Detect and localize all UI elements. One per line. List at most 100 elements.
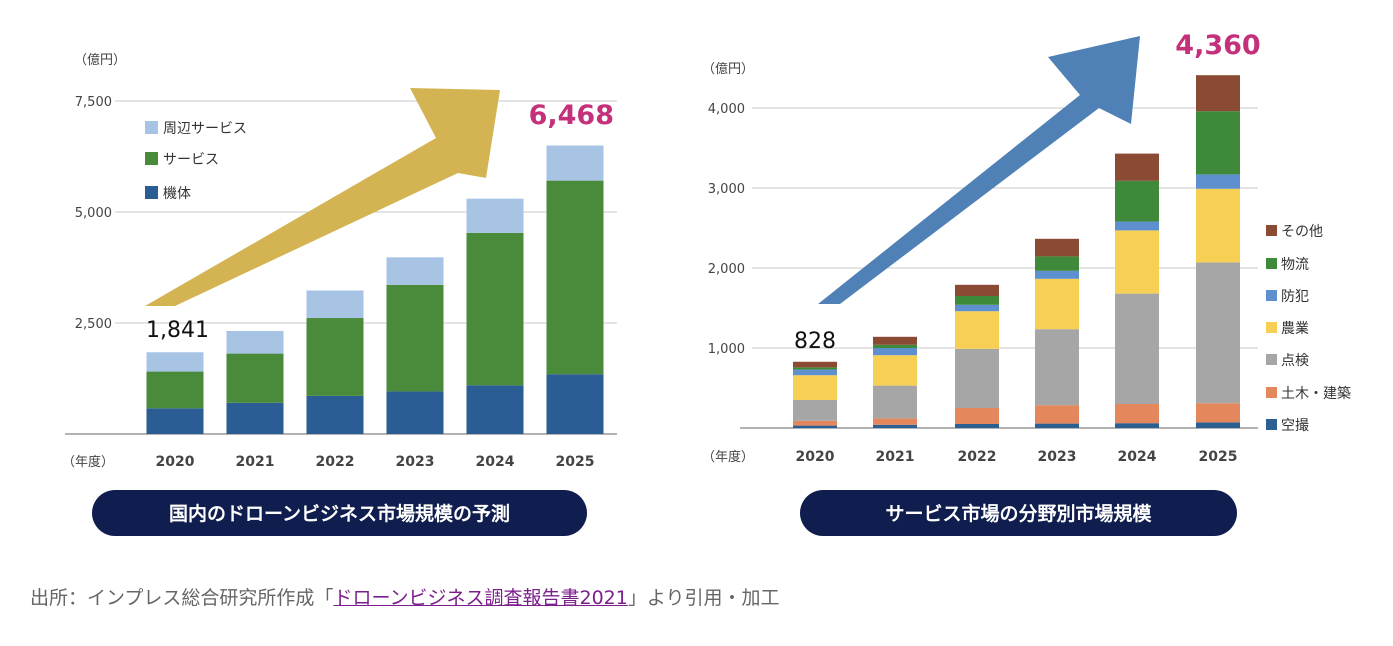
bar-segment bbox=[873, 424, 917, 428]
growth-arrow bbox=[145, 88, 500, 306]
bar-segment bbox=[955, 311, 999, 349]
bar-segment bbox=[1115, 221, 1159, 231]
legend-swatch bbox=[1266, 354, 1277, 365]
y-tick-label: 7,500 bbox=[75, 95, 112, 110]
bar-segment bbox=[793, 425, 837, 428]
bar-segment bbox=[466, 232, 524, 386]
value-annotation: 1,841 bbox=[146, 318, 209, 343]
x-tick-label: 2024 bbox=[1118, 449, 1157, 465]
bar-segment bbox=[873, 344, 917, 348]
bar-segment bbox=[955, 296, 999, 305]
bar-segment bbox=[226, 402, 284, 434]
bar-segment bbox=[306, 395, 364, 434]
bar-segment bbox=[1196, 262, 1240, 404]
growth-arrow bbox=[818, 36, 1140, 304]
x-tick-label: 2025 bbox=[556, 454, 595, 470]
chart-title: サービス市場の分野別市場規模 bbox=[885, 502, 1152, 525]
x-tick-label: 2021 bbox=[236, 454, 275, 470]
chart-title-pill bbox=[92, 490, 587, 536]
value-annotation: 4,360 bbox=[1175, 30, 1260, 61]
bar-segment bbox=[793, 420, 837, 426]
bar-segment bbox=[306, 318, 364, 396]
bar-segment bbox=[226, 330, 284, 354]
legend-label: 点検 bbox=[1281, 353, 1309, 369]
x-tick-label: 2022 bbox=[316, 454, 355, 470]
legend-label: 物流 bbox=[1281, 257, 1309, 273]
bar-segment bbox=[1115, 230, 1159, 294]
legend-swatch bbox=[1266, 419, 1277, 430]
bar-segment bbox=[226, 353, 284, 403]
chart-title-pill bbox=[800, 490, 1237, 536]
bar-segment bbox=[1035, 270, 1079, 279]
legend-swatch bbox=[1266, 225, 1277, 236]
source-suffix: 」より引用・加工 bbox=[627, 587, 780, 609]
source-citation: 出所：インプレス総合研究所作成「ドローンビジネス調査報告書2021」より引用・加… bbox=[30, 583, 779, 610]
chart-service-market: （億円） 1,000 2,000 3,000 4,000 2020 2021 2022 2023… bbox=[702, 30, 1351, 536]
x-tick-label: 2020 bbox=[156, 454, 195, 470]
bar-segment bbox=[955, 424, 999, 428]
bar-segment bbox=[793, 361, 837, 368]
y-unit-label: （億円） bbox=[74, 52, 126, 68]
bar-segment bbox=[873, 418, 917, 425]
bar-segment bbox=[1196, 403, 1240, 423]
legend-label: 空撮 bbox=[1281, 417, 1309, 434]
bar-segment bbox=[1035, 405, 1079, 424]
legend-swatch bbox=[1266, 322, 1277, 333]
value-annotation: 828 bbox=[794, 329, 836, 354]
y-tick-label: 2,000 bbox=[708, 262, 745, 277]
legend-label: 周辺サービス bbox=[163, 121, 247, 137]
x-tick-label: 2023 bbox=[1038, 449, 1077, 465]
bar-segment bbox=[1115, 153, 1159, 181]
bar-segment bbox=[873, 348, 917, 356]
bar-segment bbox=[1035, 329, 1079, 406]
bar-segment bbox=[955, 284, 999, 296]
bar-segment bbox=[1196, 174, 1240, 189]
bar-segment bbox=[793, 375, 837, 400]
bar-segment bbox=[1196, 422, 1240, 428]
bar-segment bbox=[146, 371, 204, 409]
bar-segment bbox=[466, 385, 524, 434]
bar-segment bbox=[386, 257, 444, 285]
bar-segment bbox=[546, 180, 604, 375]
legend-swatch bbox=[1266, 290, 1277, 301]
legend-label: 機体 bbox=[163, 186, 191, 202]
bar-segment bbox=[1035, 238, 1079, 257]
legend-swatch bbox=[1266, 258, 1277, 269]
bar-segment bbox=[955, 304, 999, 312]
bar-segment bbox=[1035, 423, 1079, 428]
bar-segment bbox=[1196, 188, 1240, 263]
legend-swatch bbox=[1266, 387, 1277, 398]
x-tick-label: 2023 bbox=[396, 454, 435, 470]
y-tick-label: 5,000 bbox=[75, 206, 112, 221]
bar-segment bbox=[955, 348, 999, 408]
chart-title: 国内のドローンビジネス市場規模の予測 bbox=[169, 502, 510, 525]
bar-segment bbox=[146, 352, 204, 372]
x-tick-label: 2021 bbox=[876, 449, 915, 465]
y-tick-label: 3,000 bbox=[708, 182, 745, 197]
bar-segment bbox=[873, 336, 917, 345]
bar-segment bbox=[1115, 293, 1159, 404]
legend-label: 土木・建築 bbox=[1281, 386, 1351, 402]
legend-label: 防犯 bbox=[1281, 289, 1309, 305]
bar-segment bbox=[955, 408, 999, 424]
bar-segment bbox=[1115, 423, 1159, 428]
legend-label: その他 bbox=[1281, 224, 1323, 240]
source-link[interactable]: ドローンビジネス調査報告書2021 bbox=[333, 587, 628, 609]
y-unit-label: （億円） bbox=[702, 61, 754, 77]
x-axis-label: （年度） bbox=[62, 454, 114, 470]
source-prefix: 出所：インプレス総合研究所作成「 bbox=[30, 587, 334, 609]
bar-segment bbox=[386, 284, 444, 392]
legend-swatch bbox=[145, 186, 158, 199]
x-tick-label: 2024 bbox=[476, 454, 515, 470]
bar-segment bbox=[793, 367, 837, 370]
bar-segment bbox=[1035, 256, 1079, 271]
bar-segment bbox=[466, 198, 524, 233]
bar-segment bbox=[306, 290, 364, 319]
bar-segment bbox=[386, 391, 444, 434]
x-tick-label: 2020 bbox=[796, 449, 835, 465]
bar-segment bbox=[146, 408, 204, 434]
bar-segment bbox=[793, 369, 837, 376]
bar-segment bbox=[1196, 75, 1240, 112]
bar-segment bbox=[873, 385, 917, 419]
